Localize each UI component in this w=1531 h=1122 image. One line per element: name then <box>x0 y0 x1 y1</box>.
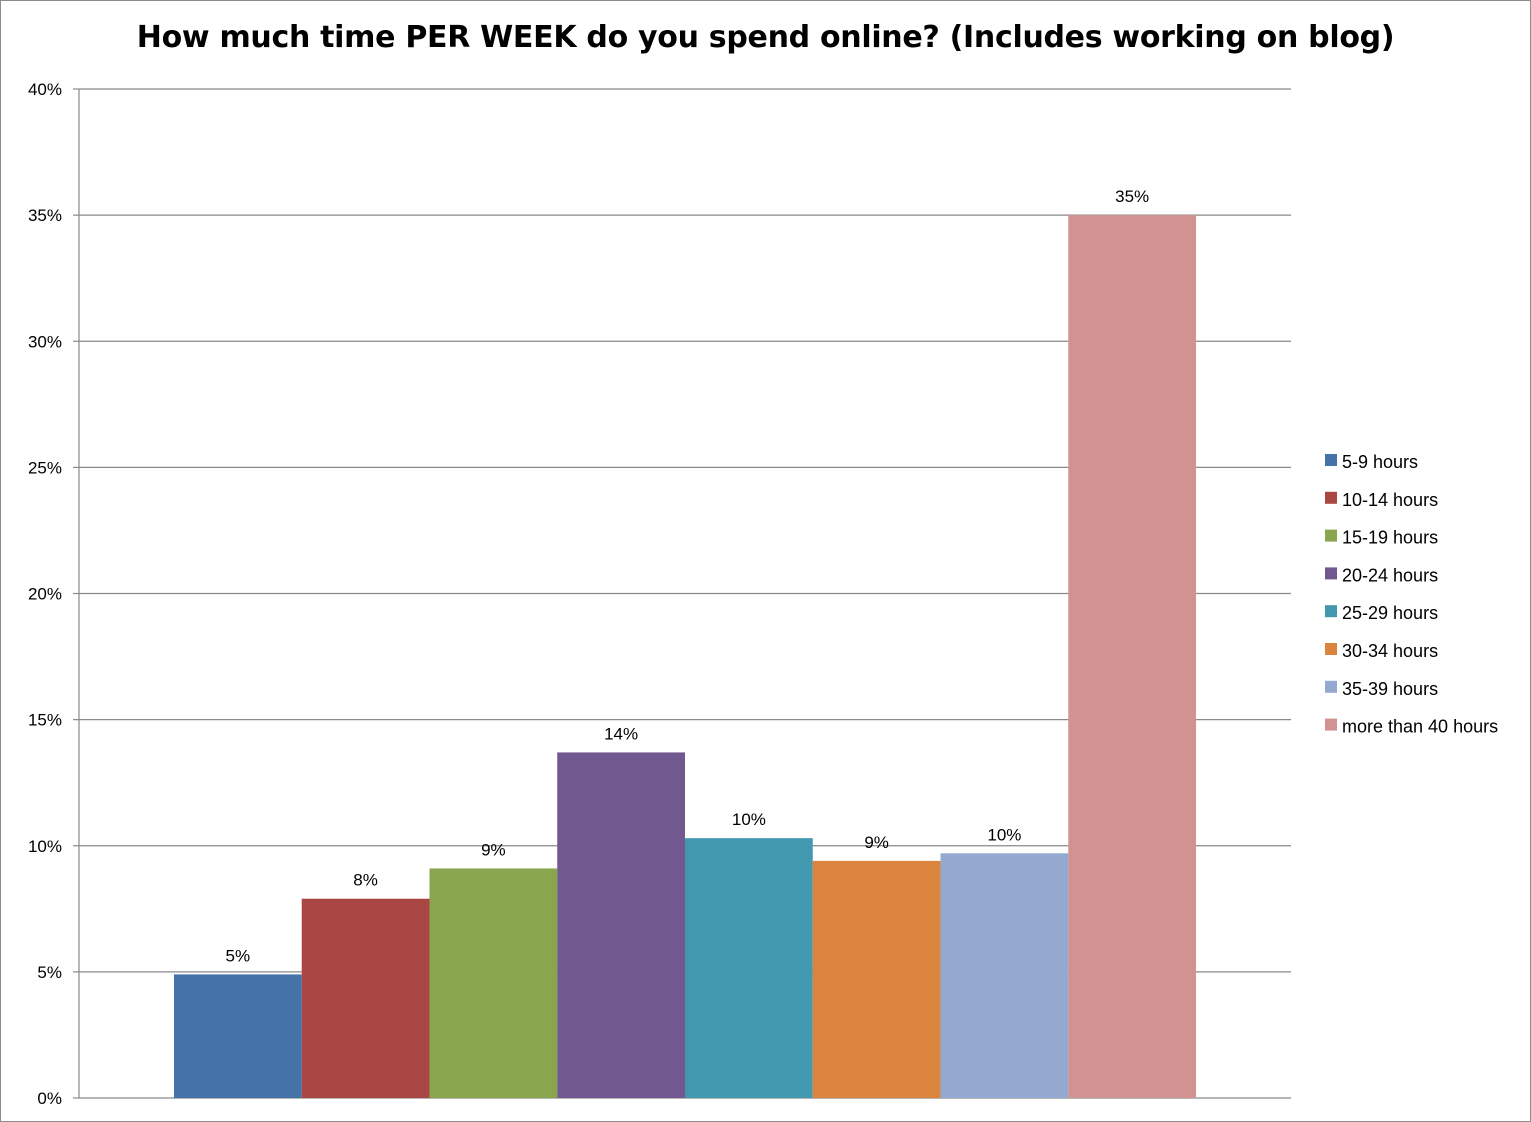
legend: 5-9 hours 10-14 hours 15-19 hours 20-24 hou… <box>1325 452 1498 737</box>
legend-label: 25-29 hours <box>1342 603 1438 623</box>
legend-swatch <box>1325 454 1337 466</box>
data-label: 9% <box>864 833 889 852</box>
legend-item: 10-14 hours <box>1325 490 1438 510</box>
legend-swatch <box>1325 605 1337 618</box>
data-label: 35% <box>1115 187 1149 206</box>
legend-swatch <box>1325 680 1337 693</box>
y-tick-label: 30% <box>28 332 62 351</box>
legend-item: 20-24 hours <box>1325 565 1438 585</box>
data-label: 5% <box>226 946 251 965</box>
legend-label: more than 40 hours <box>1342 717 1498 737</box>
bar-2 <box>301 898 430 1098</box>
y-tick-label: 5% <box>37 963 62 982</box>
y-axis-tick-labels: 0% 5% 10% 15% 20% 25% 30% 35% 40% <box>28 80 62 1108</box>
legend-label: 30-34 hours <box>1342 641 1438 661</box>
legend-item: 30-34 hours <box>1325 641 1438 661</box>
y-tick-label: 0% <box>37 1089 62 1108</box>
y-tick-label: 35% <box>28 206 62 225</box>
legend-swatch <box>1325 718 1337 731</box>
bar-1 <box>173 974 302 1098</box>
data-label: 8% <box>353 871 378 890</box>
y-tick-label: 40% <box>28 80 62 99</box>
legend-item: 5-9 hours <box>1325 452 1418 472</box>
bars <box>173 215 1197 1098</box>
bar-6 <box>812 860 941 1098</box>
bar-4 <box>557 752 685 1098</box>
bar-8 <box>1068 215 1197 1098</box>
legend-swatch <box>1325 491 1337 504</box>
chart-title: How much time PER WEEK do you spend onli… <box>136 20 1395 55</box>
legend-swatch <box>1325 567 1337 580</box>
y-tick-label: 10% <box>28 837 62 856</box>
y-tick-label: 25% <box>28 458 62 477</box>
data-label: 9% <box>481 840 506 859</box>
legend-item: more than 40 hours <box>1325 717 1498 737</box>
legend-label: 35-39 hours <box>1342 679 1438 699</box>
data-labels: 5% 8% 9% 14% 10% 9% 10% 35% <box>226 187 1150 965</box>
legend-item: 25-29 hours <box>1325 603 1438 623</box>
legend-swatch <box>1325 643 1337 655</box>
data-label: 10% <box>732 810 766 829</box>
bar-7 <box>940 853 1069 1098</box>
bar-5 <box>685 838 813 1098</box>
legend-label: 10-14 hours <box>1342 490 1438 510</box>
legend-label: 5-9 hours <box>1342 452 1418 472</box>
y-tick-label: 20% <box>28 585 62 604</box>
y-tick-label: 15% <box>28 711 62 730</box>
legend-item: 35-39 hours <box>1325 679 1438 699</box>
data-label: 10% <box>987 825 1021 844</box>
bar-3 <box>429 868 558 1098</box>
legend-label: 20-24 hours <box>1342 565 1438 585</box>
data-label: 14% <box>604 724 638 743</box>
legend-label: 15-19 hours <box>1342 528 1438 548</box>
legend-item: 15-19 hours <box>1325 528 1438 548</box>
legend-swatch <box>1325 529 1337 542</box>
